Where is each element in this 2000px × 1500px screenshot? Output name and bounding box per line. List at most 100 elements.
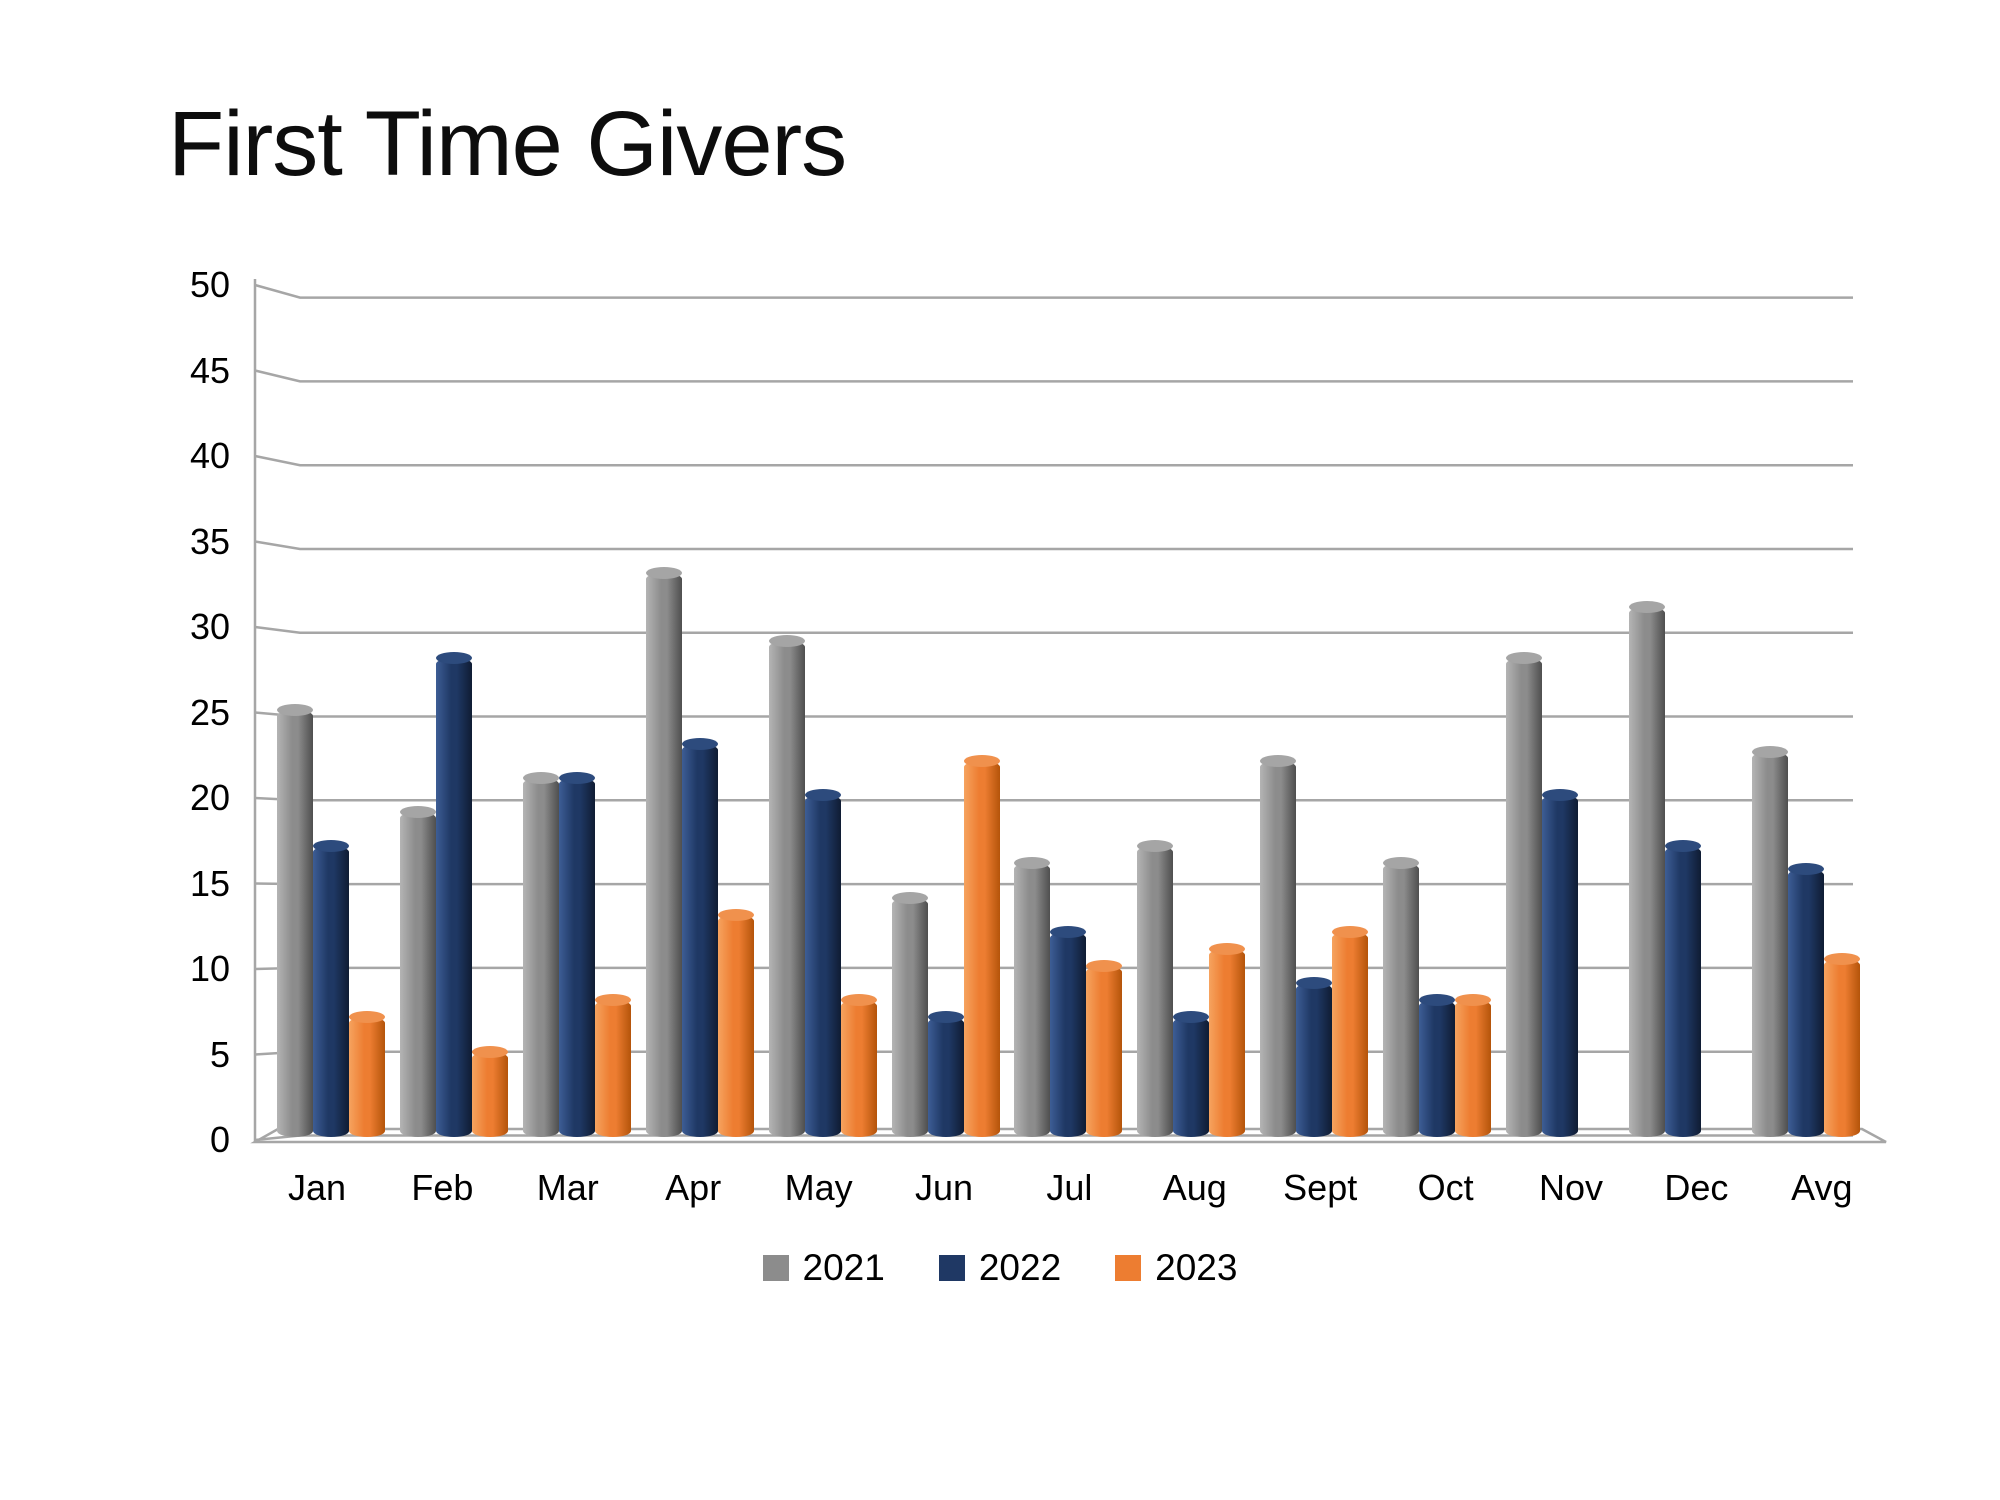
bar-cap [1506, 652, 1542, 665]
legend-label-2023: 2023 [1155, 1247, 1238, 1288]
bar-cap [840, 994, 877, 1007]
bar-2022-may [804, 789, 841, 1137]
x-axis-label-sept: Sept [1283, 1167, 1358, 1208]
bar-cap [1137, 840, 1174, 853]
gridline-45 [254, 369, 1853, 383]
legend: 2021 2022 2023 [0, 1248, 2000, 1288]
y-axis-label-5: 5 [209, 1033, 230, 1075]
bar-cap [1751, 746, 1788, 759]
bar-2021-avg [1751, 746, 1788, 1137]
legend-label-2021: 2021 [802, 1247, 885, 1288]
bar-2021-aug [1137, 840, 1174, 1137]
bar-2023-mar [594, 994, 631, 1137]
bar-2021-nov [1506, 652, 1542, 1137]
x-axis-label-dec: Dec [1664, 1167, 1729, 1208]
bar-cap [1296, 977, 1333, 990]
bar-cap [349, 1011, 385, 1024]
bar-cap [1419, 994, 1456, 1007]
y-axis-label-0: 0 [209, 1119, 230, 1160]
x-axis-label-feb: Feb [411, 1167, 474, 1208]
y-axis-label-40: 40 [189, 435, 230, 476]
bar-2022-feb [435, 652, 472, 1137]
x-axis-label-avg: Avg [1791, 1167, 1853, 1208]
bar-2022-jun [927, 1011, 964, 1137]
y-axis-label-10: 10 [189, 948, 230, 989]
x-axis-label-oct: Oct [1417, 1167, 1474, 1208]
gridline-35 [254, 540, 1853, 551]
bar-cap [594, 994, 631, 1007]
y-axis-label-20: 20 [189, 777, 230, 818]
x-axis-label-jul: Jul [1046, 1167, 1093, 1208]
bar-cap [804, 789, 841, 801]
bar-2023-aug [1209, 942, 1246, 1137]
bar-cap [558, 771, 595, 784]
bar-cap [1086, 960, 1123, 972]
bar-2023-jul [1086, 960, 1123, 1137]
gridline-20 [254, 796, 1853, 802]
bar-2023-apr [717, 908, 754, 1137]
bar-cap [1823, 953, 1860, 966]
bar-cap [1664, 840, 1701, 853]
bar-2023-jun [963, 754, 1000, 1137]
legend-swatch-2021 [762, 1255, 789, 1281]
bar-2023-oct [1455, 994, 1492, 1137]
bar-2023-sept [1332, 925, 1369, 1137]
bar-2022-jan [313, 840, 349, 1137]
bar-cap [1332, 925, 1369, 938]
legend-label-2022: 2022 [978, 1247, 1062, 1288]
bar-2021-jul [1014, 857, 1051, 1137]
bar-cap [891, 891, 928, 904]
bar-2023-may [840, 994, 877, 1137]
bar-cap [313, 840, 349, 853]
legend-item-2022: 2022 [938, 1247, 1062, 1288]
chart-title: First Time Givers [168, 93, 847, 195]
bar-cap [1542, 789, 1578, 801]
bar-cap [717, 908, 754, 921]
legend-swatch-2023 [1115, 1255, 1142, 1281]
bar-2023-jan [349, 1011, 385, 1137]
bar-2022-apr [681, 737, 718, 1137]
x-axis-label-apr: Apr [665, 1167, 722, 1208]
bar-2021-oct [1383, 857, 1420, 1137]
bar-cap [435, 652, 472, 665]
bar-cap [1050, 925, 1087, 938]
legend-item-2021: 2021 [762, 1247, 885, 1288]
x-axis-label-aug: Aug [1162, 1167, 1227, 1208]
bar-cap [963, 754, 1000, 767]
bar-cap [681, 737, 718, 750]
bar-2022-nov [1542, 789, 1578, 1137]
bar-2022-sept [1296, 977, 1333, 1137]
gridline-25 [254, 711, 1853, 718]
x-axis-label-may: May [784, 1167, 853, 1208]
y-axis-label-35: 35 [189, 520, 230, 562]
y-axis-label-30: 30 [189, 606, 230, 647]
bar-cap [1628, 600, 1665, 613]
bar-cap [1787, 862, 1824, 875]
bar-2022-dec [1664, 840, 1701, 1137]
bar-2022-jul [1050, 925, 1087, 1137]
legend-item-2023: 2023 [1115, 1248, 1237, 1288]
bar-cap [1260, 754, 1297, 767]
x-axis-label-nov: Nov [1538, 1167, 1604, 1208]
legend-swatch-2022 [938, 1255, 965, 1281]
bar-2023-feb [471, 1045, 508, 1137]
bar-cap [645, 566, 682, 579]
x-axis-label-jun: Jun [914, 1167, 974, 1208]
bar-2021-jan [277, 703, 313, 1137]
floor-edge [250, 1127, 1887, 1144]
gridline-40 [254, 454, 1853, 467]
gridline-30 [254, 625, 1853, 635]
y-axis-label-50: 50 [189, 264, 230, 305]
bar-cap [471, 1045, 508, 1058]
bar-2021-feb [399, 806, 436, 1137]
bar-cap [1383, 857, 1420, 870]
bar-2021-dec [1628, 600, 1665, 1137]
x-axis-label-jan: Jan [287, 1167, 347, 1208]
bar-2022-aug [1173, 1011, 1210, 1137]
bar-2022-oct [1419, 994, 1456, 1137]
y-axis-label-15: 15 [189, 862, 230, 904]
y-axis-label-45: 45 [189, 349, 230, 391]
bar-cap [1173, 1011, 1210, 1024]
bar-cap [399, 806, 436, 819]
